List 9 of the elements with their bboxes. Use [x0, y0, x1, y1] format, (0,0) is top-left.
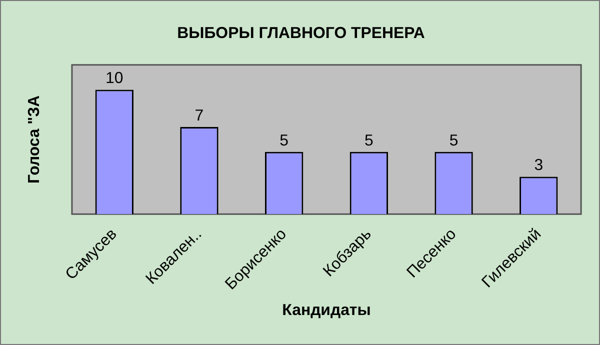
data-label: 5 — [449, 132, 458, 150]
chart-title: ВЫБОРЫ ГЛАВНОГО ТРЕНЕРА — [177, 24, 426, 42]
data-label: 7 — [194, 107, 204, 124]
data-label: 10 — [106, 70, 124, 88]
y-axis-title: Голоса "ЗА — [26, 94, 43, 184]
data-label: 3 — [534, 157, 544, 174]
x-axis-title: Кандидаты — [282, 302, 371, 319]
data-label: 5 — [280, 132, 289, 150]
data-label: 5 — [364, 132, 374, 150]
